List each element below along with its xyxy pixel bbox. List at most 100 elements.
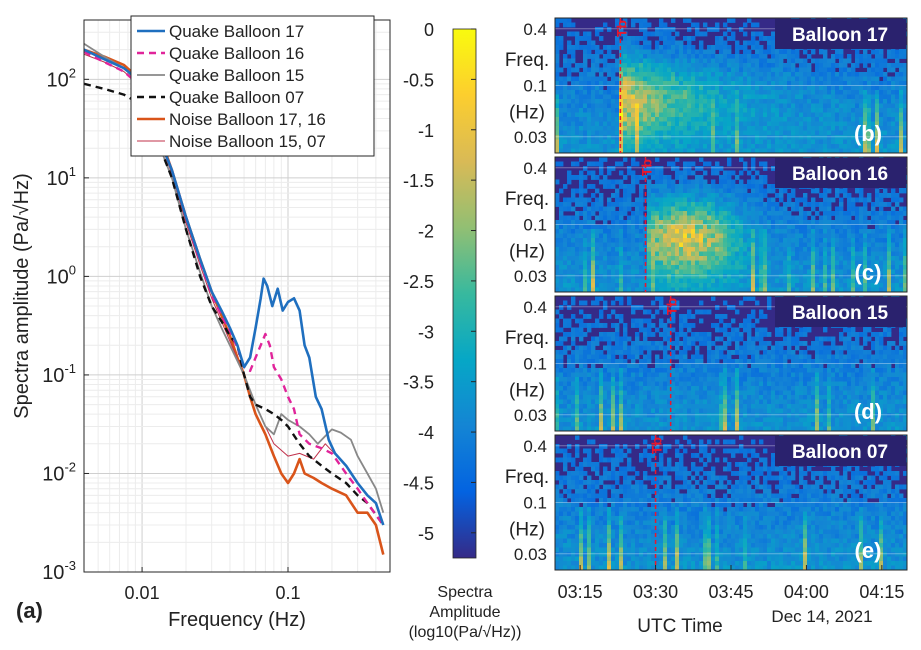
spectrogram-cell [579, 108, 584, 113]
spectrogram-cell [571, 103, 576, 109]
spectrogram-cell [639, 215, 644, 221]
spectrogram-cell [831, 121, 836, 127]
spectrogram-cell [891, 211, 896, 216]
spectrogram-cell [863, 58, 868, 64]
spectrogram-cell [863, 265, 868, 270]
spectrogram-cell [555, 135, 560, 140]
spectrogram-cell [559, 117, 564, 122]
spectrogram-cell [699, 90, 704, 95]
spectrogram-cell [679, 265, 684, 270]
spectrogram-cell [847, 148, 852, 154]
spectrogram-cell [695, 130, 700, 136]
spectrogram-cell [695, 260, 700, 266]
spectrogram-cell [835, 274, 840, 279]
spectrogram-cell [823, 215, 828, 221]
spectrogram-cell [603, 247, 608, 252]
spectrogram-cell [899, 197, 904, 203]
spectrogram-cell [603, 130, 608, 136]
spectrogram-cell [715, 247, 720, 252]
spectrogram-cell [627, 256, 632, 261]
spectrogram-cell [807, 224, 812, 230]
spectrogram-cell [847, 224, 852, 230]
spectrogram-cell [687, 327, 692, 333]
spectrogram-cell [851, 135, 856, 140]
spectrogram-cell [727, 188, 732, 194]
spectrogram-cell [667, 144, 672, 149]
spectrogram-cell [855, 135, 860, 140]
spectrogram-cell [723, 179, 728, 185]
spectrogram-cell [663, 99, 668, 104]
spectrogram-cell [827, 242, 832, 248]
spectrogram-cell [867, 260, 872, 266]
spectrogram-frame [554, 156, 908, 293]
spectrogram-cell [779, 260, 784, 266]
y-tick-label: 10-3 [42, 558, 76, 584]
spectrogram-cell [835, 269, 840, 275]
spectrogram-cell [727, 45, 732, 50]
spectrogram-cell [707, 135, 712, 140]
spectrogram-cell [591, 103, 596, 109]
spectrogram-cell [611, 179, 616, 185]
spectrogram-cell [615, 36, 620, 41]
spectrogram-cell [731, 251, 736, 257]
spectrogram-cell [803, 260, 808, 266]
spectrogram-cell [627, 269, 632, 275]
spectrogram-cell [675, 224, 680, 230]
spectrogram-cell [579, 179, 584, 185]
spectrogram-cell [779, 220, 784, 225]
spectrogram-cell [791, 108, 796, 113]
spectrogram-cell [563, 318, 568, 324]
spectrogram-cell [563, 238, 568, 243]
spectrogram-cell [575, 94, 580, 100]
spectrogram-cell [879, 260, 884, 266]
spectrogram-cell [727, 229, 732, 234]
spectrogram-cell [731, 54, 736, 59]
spectrogram-cell [611, 220, 616, 225]
spectrogram-cell [683, 184, 688, 189]
spectrogram-cell [767, 251, 772, 257]
spectrogram-cell [875, 90, 880, 95]
spectrogram-cell [723, 211, 728, 216]
spectrogram-cell [699, 135, 704, 140]
spectrogram-cell [587, 54, 592, 59]
spectrogram-cell [683, 215, 688, 221]
spectrogram-cell [699, 130, 704, 136]
spectrogram-cell [679, 45, 684, 50]
spectrogram-cell [659, 274, 664, 279]
spectrogram-cell [891, 85, 896, 91]
spectrogram-cell [671, 103, 676, 109]
spectrogram-cell [599, 278, 604, 284]
spectrogram-cell [723, 58, 728, 64]
spectrogram-cell [707, 139, 712, 145]
spectrogram-cell [559, 94, 564, 100]
spectrogram-cell [779, 144, 784, 149]
spectrogram-cell [703, 144, 708, 149]
spectrogram-cell [751, 63, 756, 68]
spectrogram-cell [699, 283, 704, 288]
spectrogram-cell [747, 265, 752, 270]
spectrogram-cell [879, 63, 884, 68]
spectrogram-cell [579, 139, 584, 145]
spectrogram-cell [587, 197, 592, 203]
spectrogram-cell [575, 274, 580, 279]
spectrogram-cell [675, 54, 680, 59]
spectrogram-cell [671, 54, 676, 59]
spectrogram-cell [619, 251, 624, 257]
spectrogram-cell [831, 135, 836, 140]
spectrogram-cell [683, 130, 688, 136]
spectrogram-cell [747, 58, 752, 64]
spectrogram-cell [783, 49, 788, 55]
spectrogram-cell [859, 197, 864, 203]
spectrogram-cell [639, 274, 644, 279]
spectrogram-cell [899, 117, 904, 122]
spectrogram-cell [595, 323, 600, 328]
spectrogram-cell [855, 144, 860, 149]
spectrogram-cell [795, 197, 800, 203]
spectrogram-cell [867, 126, 872, 131]
spectrogram-cell [655, 67, 660, 73]
spectrogram-cell [583, 121, 588, 127]
spectrogram-cell [651, 206, 656, 212]
spectrogram-cell [683, 67, 688, 73]
spectrogram-cell [763, 211, 768, 216]
spectrogram-cell [731, 265, 736, 270]
